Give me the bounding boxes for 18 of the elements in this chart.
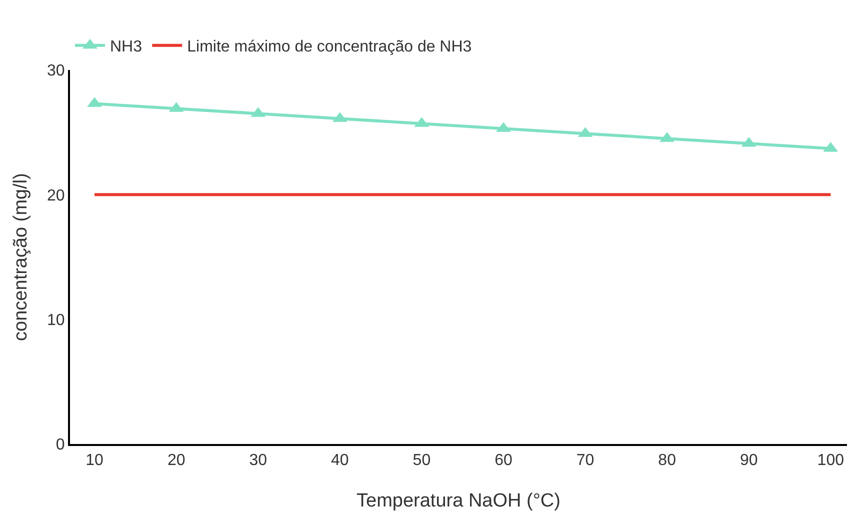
x-tick-label: 40 — [331, 452, 349, 470]
x-tick-label: 60 — [494, 452, 512, 470]
y-tick-label: 20 — [47, 187, 65, 204]
legend-label: NH3 — [110, 38, 142, 56]
y-tick-label: 10 — [47, 312, 65, 329]
x-tick-label: 50 — [412, 452, 431, 470]
y-axis-title: concentração (mg/l) — [10, 173, 32, 341]
x-tick-label: 20 — [167, 452, 186, 470]
y-tick-label: 30 — [47, 62, 65, 80]
x-tick-label: 80 — [658, 452, 676, 470]
x-tick-label: 100 — [817, 452, 844, 470]
x-axis-title: Temperatura NaOH (°C) — [356, 490, 560, 512]
x-tick-label: 30 — [249, 452, 268, 470]
x-tick-label: 90 — [740, 452, 758, 470]
y-tick-label: 0 — [56, 436, 65, 454]
x-tick-label: 70 — [576, 452, 594, 470]
legend-label: Limite máximo de concentração de NH3 — [187, 38, 472, 56]
x-tick-label: 10 — [86, 452, 104, 470]
